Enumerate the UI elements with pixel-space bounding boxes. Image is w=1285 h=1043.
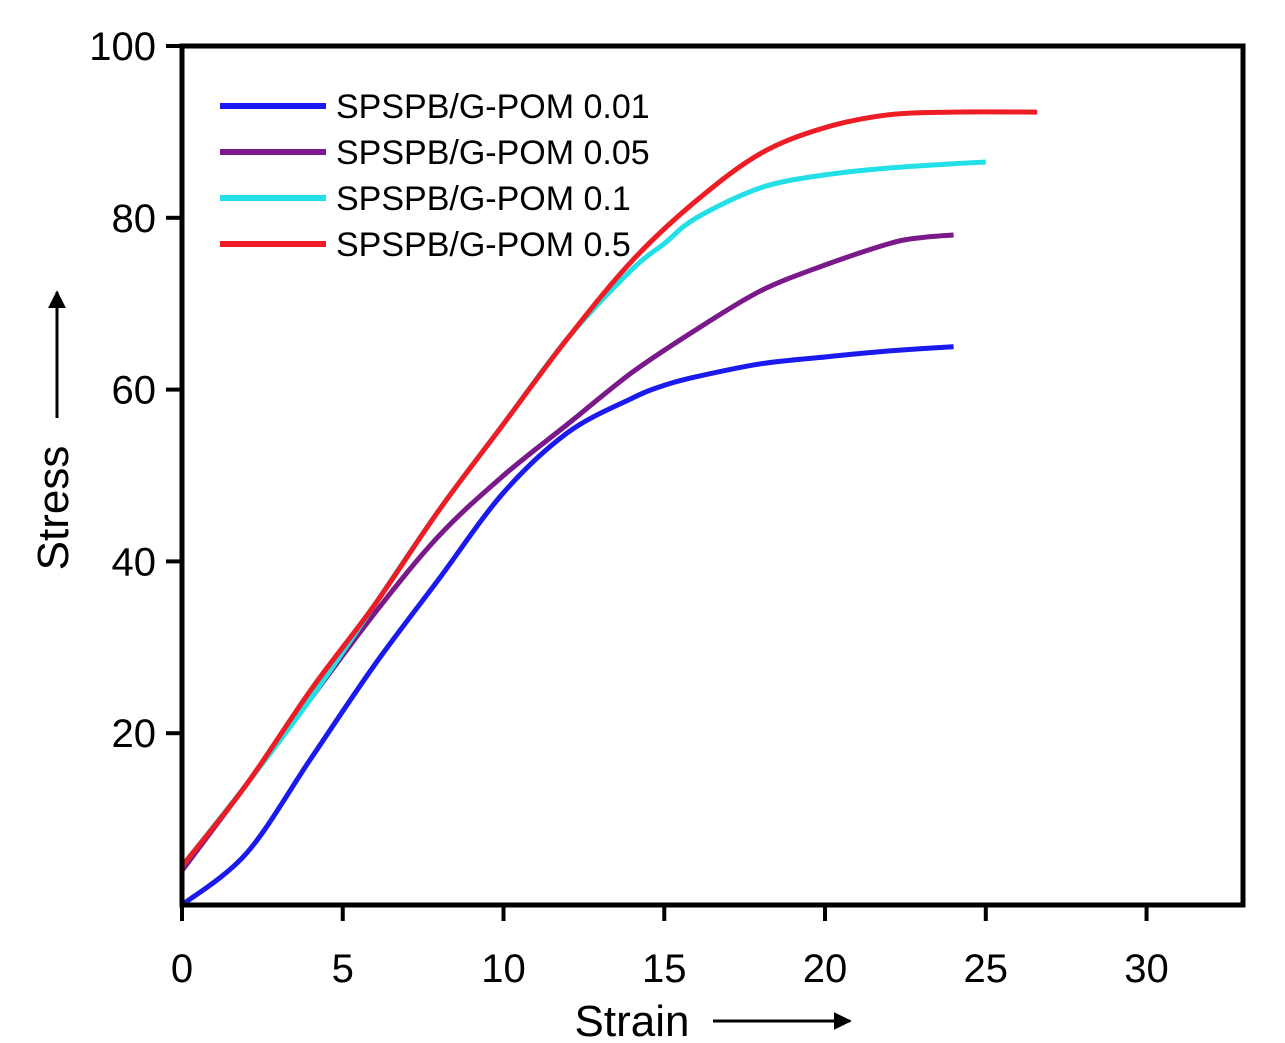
legend-label-spspb-g-pom-0-1: SPSPB/G-POM 0.1 bbox=[336, 180, 631, 218]
x-axis-label: Strain bbox=[575, 997, 690, 1043]
y-tick-label-100: 100 bbox=[89, 25, 156, 69]
x-tick-label-5: 5 bbox=[332, 947, 354, 991]
x-tick-label-20: 20 bbox=[803, 947, 848, 991]
y-tick-label-60: 60 bbox=[112, 369, 157, 413]
legend: SPSPB/G-POM 0.01 SPSPB/G-POM 0.05 SPSPB/G-… bbox=[220, 88, 650, 264]
x-tick-label-0: 0 bbox=[171, 947, 193, 991]
x-tick-label-15: 15 bbox=[642, 947, 687, 991]
y-axis-label: Stress bbox=[29, 446, 78, 571]
y-axis-label-group: Stress bbox=[29, 290, 78, 571]
series-line-spspb-g-pom-0-01 bbox=[180, 344, 954, 907]
series-line-spspb-g-pom-0-5 bbox=[180, 109, 1038, 868]
y-tick-label-20: 20 bbox=[112, 712, 157, 756]
plot-frame bbox=[179, 43, 1246, 908]
x-axis-label-group: Strain bbox=[575, 997, 852, 1043]
legend-label-spspb-g-pom-0-01: SPSPB/G-POM 0.01 bbox=[336, 88, 650, 126]
series-line-spspb-g-pom-0-1 bbox=[180, 159, 986, 868]
ticks-layer: 0 5 10 15 20 25 30 20 40 60 80 100 bbox=[89, 25, 1169, 991]
legend-label-spspb-g-pom-0-5: SPSPB/G-POM 0.5 bbox=[336, 226, 631, 264]
y-tick-label-80: 80 bbox=[112, 197, 157, 241]
x-tick-label-25: 25 bbox=[964, 947, 1009, 991]
x-tick-label-30: 30 bbox=[1124, 947, 1169, 991]
x-tick-label-10: 10 bbox=[481, 947, 526, 991]
series-layer bbox=[179, 109, 1038, 907]
legend-label-spspb-g-pom-0-05: SPSPB/G-POM 0.05 bbox=[336, 134, 650, 172]
y-tick-label-40: 40 bbox=[112, 540, 157, 584]
